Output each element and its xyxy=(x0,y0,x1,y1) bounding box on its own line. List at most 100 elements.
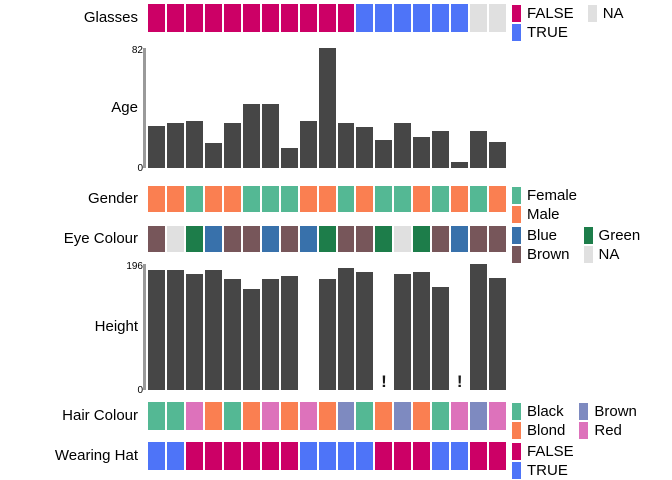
legend-item-true: TRUE xyxy=(512,23,574,42)
glasses-strip xyxy=(148,4,507,32)
cell-gender xyxy=(413,186,431,212)
cell-glasses xyxy=(318,4,336,32)
bar xyxy=(394,122,412,168)
bar xyxy=(299,121,317,168)
age-label: Age xyxy=(111,99,138,116)
cell-wearing-hat xyxy=(394,442,412,470)
legend-item-false: FALSE xyxy=(512,4,574,23)
cell-eye-colour xyxy=(337,226,355,252)
cell-eye-colour xyxy=(148,226,165,252)
legend-label: Black xyxy=(527,403,564,420)
row-height: Height 196 0!! xyxy=(0,261,672,396)
gender-strip xyxy=(148,186,507,212)
legend-label: Brown xyxy=(594,403,637,420)
cell-glasses xyxy=(261,4,279,32)
legend-swatch xyxy=(512,5,521,22)
cell-glasses xyxy=(204,4,222,32)
cell-hair-colour xyxy=(223,402,241,430)
bar xyxy=(242,289,260,390)
legend-swatch xyxy=(512,24,521,41)
cell-gender xyxy=(451,186,469,212)
cell-glasses xyxy=(148,4,165,32)
missing-marker: ! xyxy=(381,372,387,391)
cell-glasses xyxy=(489,4,507,32)
cell-eye-colour xyxy=(489,226,507,252)
bar xyxy=(356,127,374,168)
legend-label: Green xyxy=(598,227,641,244)
legend-label: NA xyxy=(598,246,620,263)
legend-label: Brown xyxy=(527,246,570,263)
bar xyxy=(489,277,507,390)
cell-eye-colour xyxy=(166,226,184,252)
gender-legend: Female Male xyxy=(512,186,577,224)
bar xyxy=(375,140,393,168)
missing-marker: ! xyxy=(456,372,463,391)
hair-colour-panel xyxy=(148,402,507,430)
age-axis-max: 82 xyxy=(131,45,143,56)
bar xyxy=(470,264,488,390)
cell-hair-colour xyxy=(470,402,488,430)
legend-swatch xyxy=(512,443,521,460)
gender-panel xyxy=(148,186,507,212)
bar xyxy=(223,279,241,390)
legend-swatch xyxy=(579,403,589,420)
wearing-hat-legend-grid: FALSE TRUE xyxy=(512,442,574,480)
legend-item-female: Female xyxy=(512,186,577,205)
cell-gender xyxy=(261,186,279,212)
cell-gender xyxy=(337,186,355,212)
bar xyxy=(185,274,203,390)
cell-gender xyxy=(394,186,412,212)
legend-item-brown: Brown xyxy=(579,402,637,421)
cell-wearing-hat xyxy=(280,442,298,470)
cell-wearing-hat xyxy=(204,442,222,470)
cell-eye-colour xyxy=(394,226,412,252)
legend-swatch xyxy=(512,227,521,244)
bar xyxy=(451,162,469,168)
bar xyxy=(432,131,450,168)
legend-item-black: Black xyxy=(512,402,565,421)
cell-wearing-hat xyxy=(223,442,241,470)
legend-item-na: NA xyxy=(583,245,641,264)
bar xyxy=(280,147,298,168)
cell-glasses xyxy=(280,4,298,32)
bar xyxy=(489,141,507,168)
cell-wearing-hat xyxy=(337,442,355,470)
legend-label: TRUE xyxy=(527,462,568,479)
bar xyxy=(318,279,336,390)
legend-swatch xyxy=(583,246,593,263)
bar xyxy=(356,271,374,390)
legend-swatch xyxy=(512,187,521,204)
gender-label: Gender xyxy=(87,190,138,207)
cell-glasses xyxy=(451,4,469,32)
cell-wearing-hat xyxy=(470,442,488,470)
legend-swatch xyxy=(512,246,521,263)
height-axis-max: 196 xyxy=(126,261,143,272)
cell-eye-colour xyxy=(356,226,374,252)
legend-label: FALSE xyxy=(527,443,574,460)
bar xyxy=(166,122,184,168)
legend-label: FALSE xyxy=(527,5,574,22)
cell-gender xyxy=(166,186,184,212)
hair-colour-legend-grid: Black Brown Blond Red xyxy=(512,402,637,440)
cell-gender xyxy=(318,186,336,212)
cell-hair-colour xyxy=(375,402,393,430)
bar xyxy=(223,122,241,168)
bar xyxy=(432,287,450,390)
glasses-panel xyxy=(148,4,507,32)
wearing-hat-panel xyxy=(148,442,507,470)
cell-hair-colour xyxy=(185,402,203,430)
hair-colour-label: Hair Colour xyxy=(62,407,138,424)
row-wearing-hat: Wearing Hat FALSE TRUE xyxy=(0,442,672,479)
cell-eye-colour xyxy=(280,226,298,252)
cell-gender xyxy=(356,186,374,212)
legend-swatch xyxy=(512,403,521,420)
cell-hair-colour xyxy=(261,402,279,430)
gender-legend-grid: Female Male xyxy=(512,186,577,224)
bar xyxy=(261,103,279,168)
row-hair-colour: Hair Colour Black Brown Blond Red xyxy=(0,402,672,439)
cell-eye-colour xyxy=(451,226,469,252)
cell-eye-colour xyxy=(204,226,222,252)
wearing-hat-legend: FALSE TRUE xyxy=(512,442,574,480)
cell-wearing-hat xyxy=(242,442,260,470)
row-eye-colour: Eye Colour Blue Green Brown NA xyxy=(0,226,672,263)
